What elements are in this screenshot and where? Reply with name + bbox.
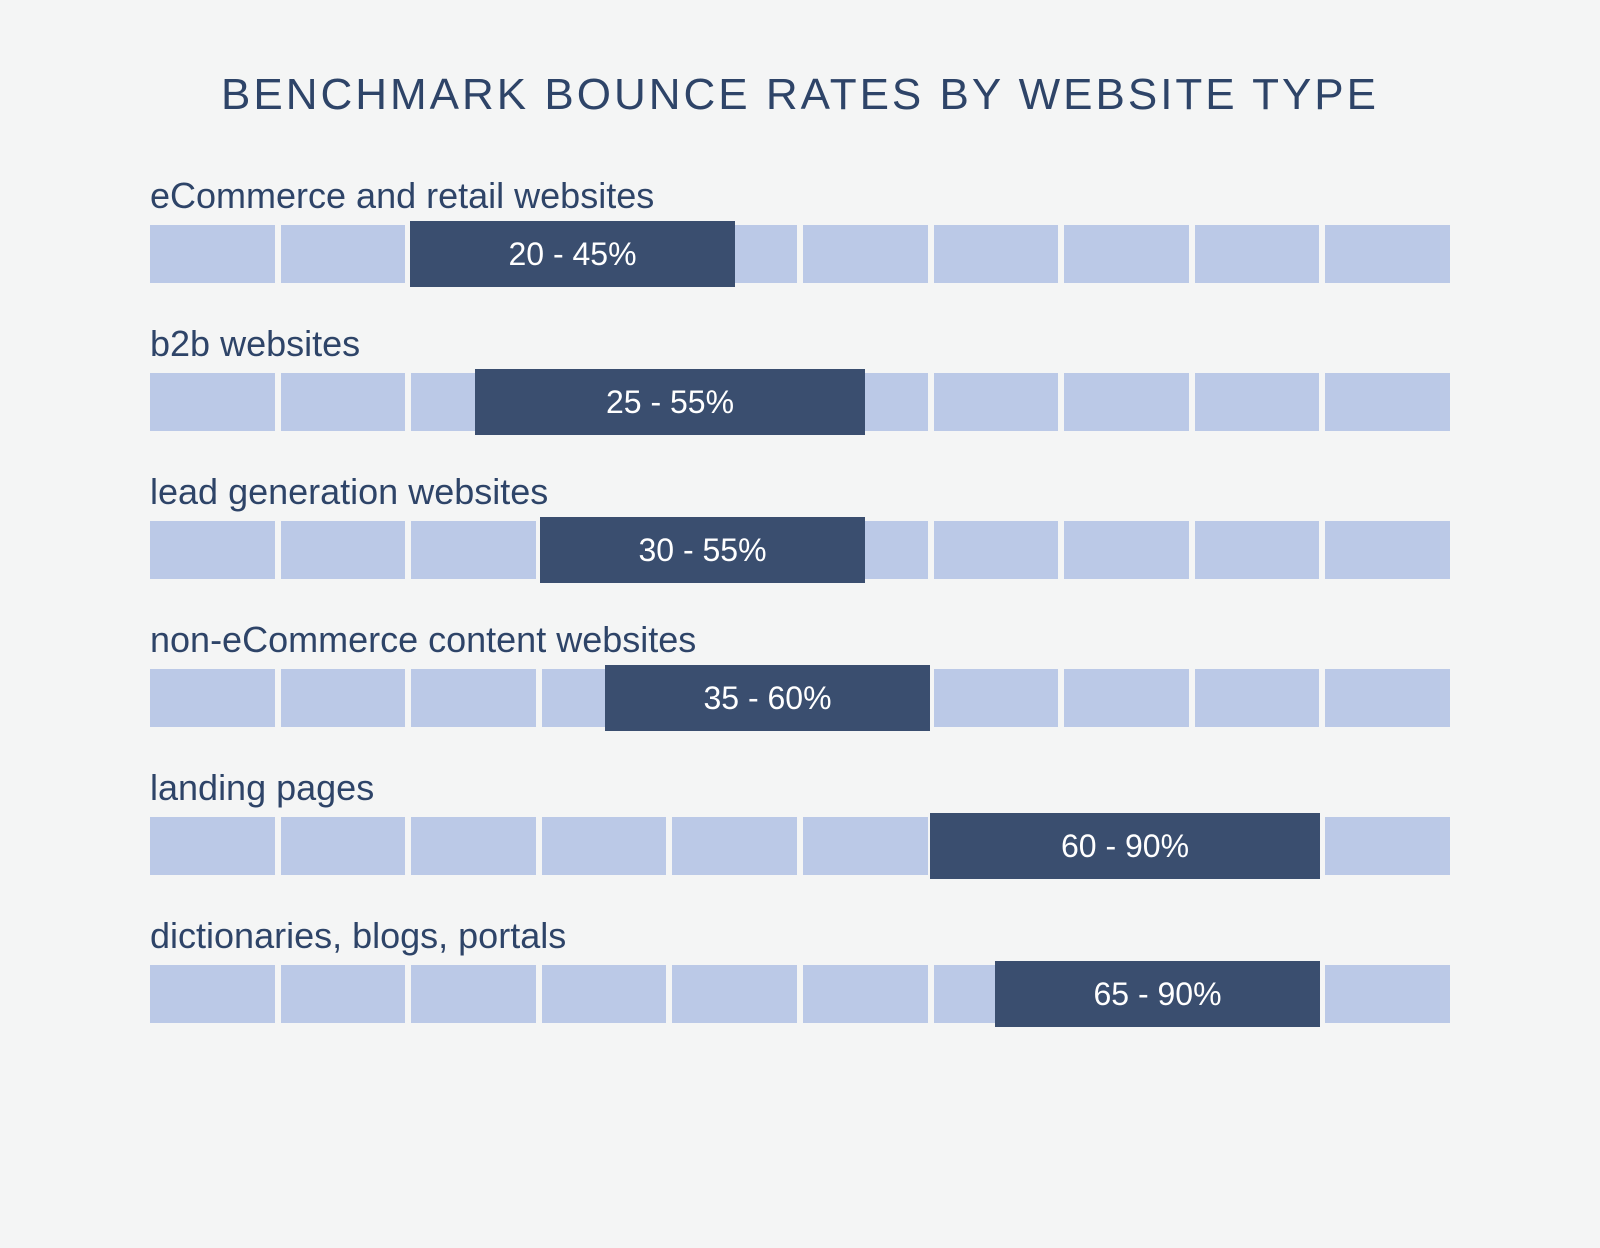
track-cell [1064, 373, 1189, 431]
track-cell [803, 225, 928, 283]
row-track: 65 - 90% [150, 965, 1450, 1023]
track-cell [542, 965, 667, 1023]
chart-row: non-eCommerce content websites 35 - 60% [150, 619, 1450, 727]
row-label: dictionaries, blogs, portals [150, 915, 1450, 957]
track-cell [150, 373, 275, 431]
row-track: 60 - 90% [150, 817, 1450, 875]
range-bar-label: 60 - 90% [1061, 828, 1189, 865]
track-cell [281, 521, 406, 579]
track-cell [281, 225, 406, 283]
range-bar-label: 35 - 60% [703, 680, 831, 717]
chart-title: BENCHMARK BOUNCE RATES BY WEBSITE TYPE [150, 70, 1450, 120]
row-label: non-eCommerce content websites [150, 619, 1450, 661]
track-cell [1064, 521, 1189, 579]
chart-row: dictionaries, blogs, portals 65 - 90% [150, 915, 1450, 1023]
track-cell [1064, 669, 1189, 727]
row-track: 35 - 60% [150, 669, 1450, 727]
row-label: lead generation websites [150, 471, 1450, 513]
range-bar: 60 - 90% [930, 813, 1320, 879]
chart-row: landing pages 60 - 90% [150, 767, 1450, 875]
track-cell [411, 669, 536, 727]
track-cell [150, 669, 275, 727]
track-cell [150, 965, 275, 1023]
row-label: landing pages [150, 767, 1450, 809]
row-track: 30 - 55% [150, 521, 1450, 579]
track-cell [542, 817, 667, 875]
row-label: eCommerce and retail websites [150, 175, 1450, 217]
range-bar: 65 - 90% [995, 961, 1320, 1027]
track-cell [411, 817, 536, 875]
track-cell [934, 669, 1059, 727]
range-bar-label: 20 - 45% [508, 236, 636, 273]
track-cell [672, 965, 797, 1023]
track-cell [281, 817, 406, 875]
chart-row: lead generation websites 30 - 55% [150, 471, 1450, 579]
range-bar-label: 30 - 55% [638, 532, 766, 569]
row-track: 25 - 55% [150, 373, 1450, 431]
chart-rows: eCommerce and retail websites 20 - 45% b2b… [150, 175, 1450, 1023]
track-cell [411, 521, 536, 579]
track-cell [1325, 817, 1450, 875]
range-bar: 20 - 45% [410, 221, 735, 287]
track-cell [934, 373, 1059, 431]
range-bar-label: 65 - 90% [1093, 976, 1221, 1013]
track-cell [281, 669, 406, 727]
range-bar-label: 25 - 55% [606, 384, 734, 421]
track-cell [411, 965, 536, 1023]
track-cell [934, 521, 1059, 579]
track-cell [150, 225, 275, 283]
track-cell [1325, 373, 1450, 431]
track-cell [150, 521, 275, 579]
track-cell [150, 817, 275, 875]
track-cell [803, 817, 928, 875]
track-cell [934, 225, 1059, 283]
track-cell [1325, 669, 1450, 727]
track-cell [1325, 521, 1450, 579]
row-label: b2b websites [150, 323, 1450, 365]
range-bar: 25 - 55% [475, 369, 865, 435]
track-cell [1064, 225, 1189, 283]
track-cell [281, 965, 406, 1023]
row-track: 20 - 45% [150, 225, 1450, 283]
chart-row: eCommerce and retail websites 20 - 45% [150, 175, 1450, 283]
track-cell [1195, 225, 1320, 283]
track-cell [1195, 373, 1320, 431]
range-bar: 35 - 60% [605, 665, 930, 731]
track-cell [1195, 521, 1320, 579]
range-bar: 30 - 55% [540, 517, 865, 583]
track-cell [1195, 669, 1320, 727]
track-cell [672, 817, 797, 875]
track-cell [281, 373, 406, 431]
track-cell [1325, 965, 1450, 1023]
track-cell [1325, 225, 1450, 283]
chart-row: b2b websites 25 - 55% [150, 323, 1450, 431]
track-cell [803, 965, 928, 1023]
